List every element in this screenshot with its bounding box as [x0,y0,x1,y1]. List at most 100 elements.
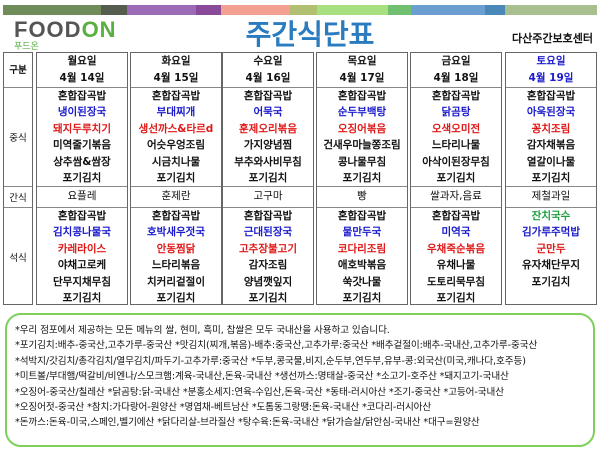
row-divider [4,207,32,208]
dinner-item: 도토리묵무침 [427,275,485,288]
dinner-item: 혼합잡곡밥 [337,210,387,222]
row-divider [223,207,313,208]
lunch-item: 순두부백탕 [337,106,387,119]
dinner-item: 미역국 [441,226,471,239]
logo-korean: 푸드온 [14,42,39,52]
lunch-item: 부추와사비무침 [234,155,302,168]
snack-item: 쌀과자,음료 [430,190,482,202]
day-column: 수요일 4월 16일 혼합잡곡밥 어묵국 훈제오리볶음 가지양념찜 부추와사비무침 포기김치 고… [222,52,314,305]
lunch-item: 아삭이된장무침 [422,155,490,168]
snack-item: 훈제란 [161,190,191,202]
snack-item: 빵 [357,190,367,202]
origin-notes-box: *우리 점포에서 제공하는 모든 메뉴의 쌀, 현미, 흑미, 찹쌀은 모두 국… [5,313,595,447]
dinner-item: 고추장불고기 [239,242,297,255]
dinner-item: 단무지채무침 [53,275,111,288]
dinner-item: 혼합잡곡밥 [57,210,107,222]
origin-note-line: *우리 점포에서 제공하는 모든 메뉴의 쌀, 현미, 흑미, 찹쌀은 모두 국… [15,325,390,336]
color-bar-segment [290,5,317,15]
color-bar-segment [127,5,196,15]
lunch-item: 오색오미전 [431,122,481,135]
lunch-item: 느타리나물 [431,139,481,152]
lunch-item: 꽁치조림 [531,122,571,135]
color-bar-segment [505,5,597,15]
dinner-item: 포기김치 [342,292,382,304]
lunch-item: 감자채볶음 [526,139,576,152]
row-divider [411,186,501,187]
center-name: 다산주간보호센터 [512,32,593,45]
lunch-item: 콩나물무침 [337,155,387,168]
color-bar-segment [221,5,291,15]
dinner-item: 유자채단무지 [522,259,580,272]
color-bar-segment [485,5,505,15]
dinner-item: 군만두 [536,242,566,255]
lunch-item: 가지양념찜 [243,139,293,152]
color-bar-segment [196,5,222,15]
dinner-item: 포기김치 [531,275,571,288]
day-date: 4월 19일 [528,72,574,84]
lunch-item: 생선까스&타르d [138,122,214,135]
lunch-item: 훈제오리볶음 [239,122,297,135]
day-column: 화요일 4월 15일 혼합잡곡밥 부대찌개 생선까스&타르d 어슷우엉조림 시금치나물 포기김… [130,52,222,305]
day-date: 4월 16일 [245,72,291,84]
color-bar-segment [100,5,128,15]
dinner-item: 김가루주먹밥 [522,226,580,239]
foodon-logo: FOODON 푸드온 [14,17,117,53]
row-divider [317,186,407,187]
day-name: 화요일 [161,55,191,67]
day-name: 금요일 [441,55,471,67]
logo-text-accent: ON [81,17,117,42]
day-date: 4월 14일 [59,72,105,84]
lunch-item: 돼지두루치기 [53,122,111,135]
color-bar-segment [410,5,486,15]
dinner-item: 쑥갓나물 [342,275,382,288]
lunch-item: 어슷우엉조림 [147,139,205,152]
row-label-lunch: 중식 [9,133,27,144]
row-divider [223,186,313,187]
dinner-item: 안동찜닭 [156,242,196,255]
row-divider [411,87,501,88]
lunch-item: 포기김치 [156,172,196,184]
day-name: 수요일 [253,55,283,67]
row-divider [411,207,501,208]
lunch-item: 혼합잡곡밥 [526,90,576,102]
lunch-item: 혼합잡곡밥 [151,90,201,102]
lunch-item: 혼합잡곡밥 [243,90,293,102]
dinner-item: 포기김치 [248,292,288,304]
lunch-item: 오징어볶음 [337,122,387,135]
category-column [3,52,33,305]
day-name: 월요일 [67,55,97,67]
row-divider [131,87,221,88]
snack-item: 제철과일 [531,190,571,202]
dinner-item: 느타리볶음 [151,259,201,272]
dinner-item: 근대된장국 [243,226,293,239]
lunch-item: 포기김치 [62,172,102,184]
row-divider [223,87,313,88]
dinner-item: 우채죽순볶음 [427,242,485,255]
origin-note-line: *미트볼/부대햄/떡갈비/비엔나/스모크햄:계육-국내산,돈육-국내산 *생선까… [15,371,509,383]
dinner-item: 포기김치 [156,292,196,304]
day-date: 4월 17일 [339,72,385,84]
lunch-item: 아욱된장국 [526,106,576,119]
dinner-item: 치커리겉절이 [147,275,205,288]
day-date: 4월 15일 [153,72,199,84]
dinner-item: 감자조림 [248,259,288,272]
lunch-item: 혼합잡곡밥 [57,90,107,102]
origin-note-line: *돈까스:돈육-미국,스페인,벨기에산 *닭다리살-브라질산 *탕수육:돈육-국… [15,417,480,429]
dinner-item: 혼합잡곡밥 [243,210,293,222]
page-title: 주간식단표 [245,18,375,51]
dinner-item: 양념깻잎지 [243,275,293,288]
origin-note-line: *오징어-중국산/칠레산 *닭곰탕:닭-국내산 *분홍소세지:연육-수입산,돈육… [15,386,504,398]
color-bar-segment [316,5,388,15]
row-label-snack: 간식 [9,193,27,204]
lunch-item: 미역줄기볶음 [53,139,111,152]
day-date: 4월 18일 [433,72,479,84]
lunch-item: 시금치나물 [151,155,201,168]
dinner-item: 혼합잡곡밥 [151,210,201,222]
dinner-item: 야채고로케 [57,259,107,272]
lunch-item: 건새우마늘쫑조림 [323,139,401,152]
dinner-item: 호박새우젓국 [147,226,205,239]
day-name: 토요일 [536,55,566,67]
lunch-item: 닭곰탕 [441,106,471,119]
dinner-item: 유채나물 [436,259,476,272]
lunch-item: 어묵국 [253,106,283,119]
